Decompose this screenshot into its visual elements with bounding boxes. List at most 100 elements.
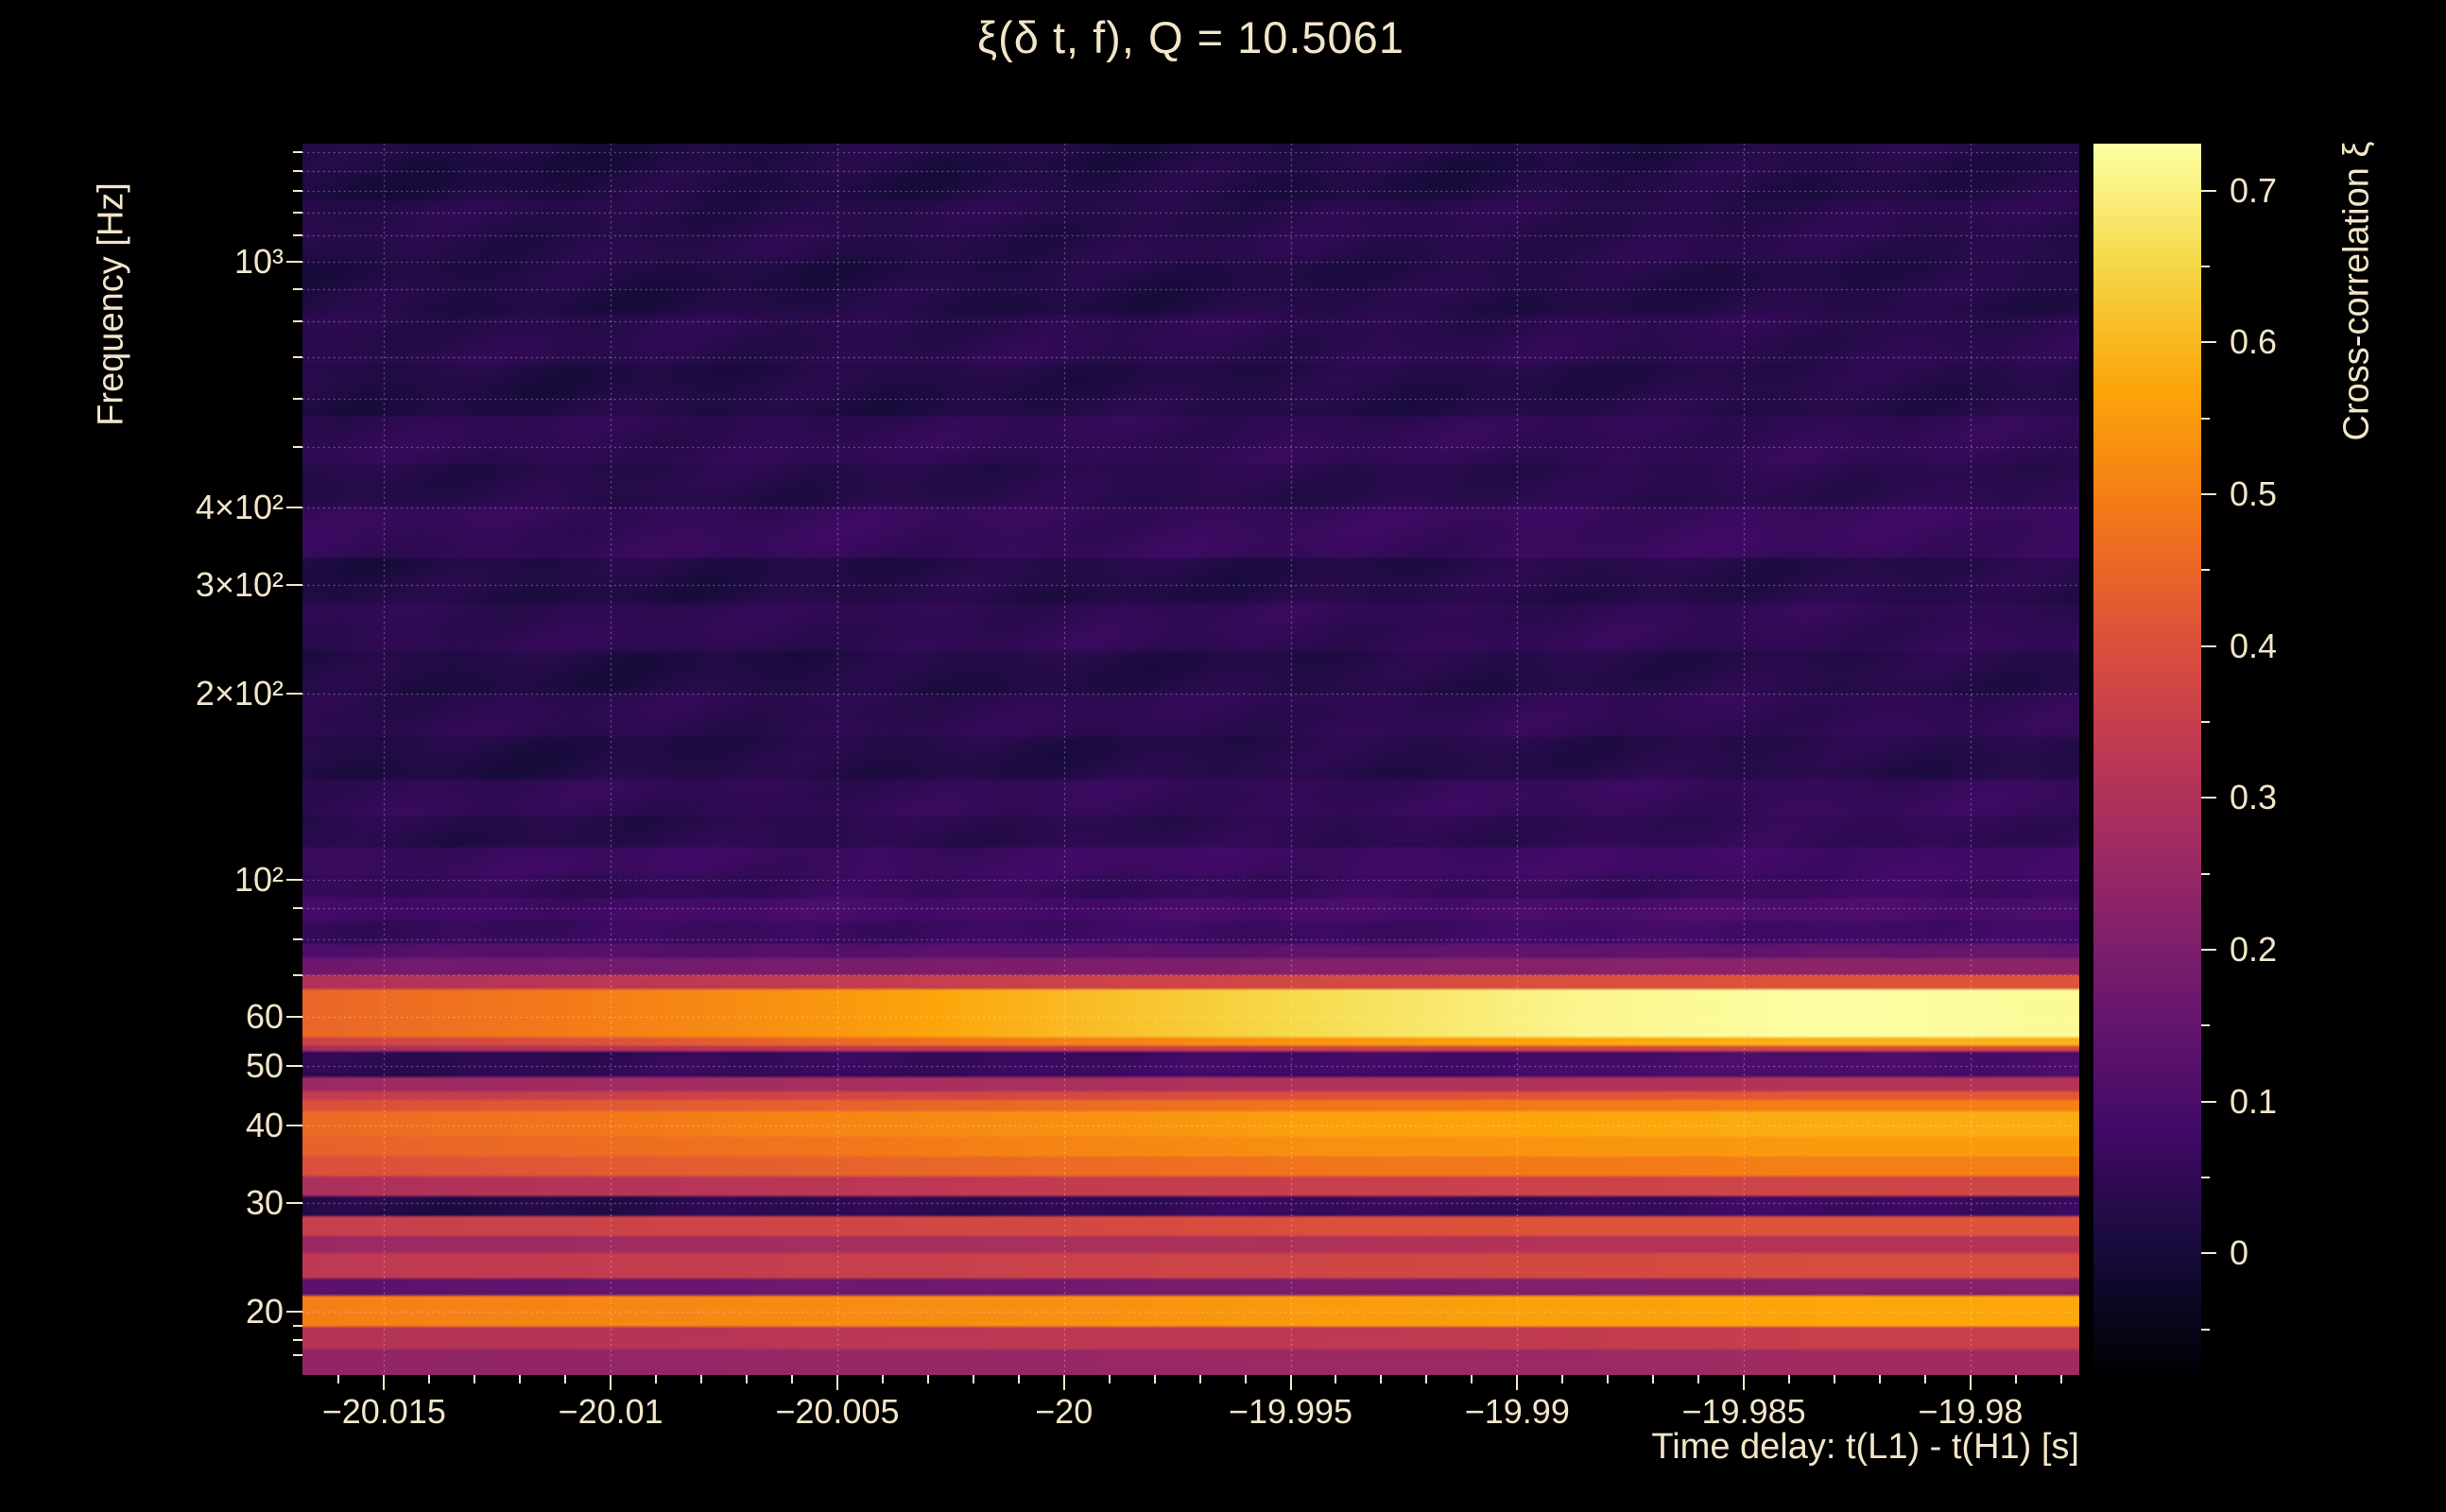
y-axis-minor-tick <box>293 1324 302 1327</box>
y-axis-major-tick <box>286 1201 302 1204</box>
y-axis-major-tick <box>286 506 302 508</box>
colorbar-minor-tick <box>2201 1177 2210 1179</box>
x-axis-minor-tick <box>1652 1375 1655 1383</box>
y-tick-label: 50 <box>245 1045 284 1085</box>
y-tick-label: 20 <box>245 1292 284 1332</box>
x-axis-minor-tick <box>926 1375 929 1383</box>
y-axis-major-tick <box>286 1064 302 1067</box>
colorbar-minor-tick <box>2201 721 2210 724</box>
x-axis-minor-tick <box>1923 1375 1926 1383</box>
x-axis-major-tick <box>1062 1375 1065 1390</box>
x-axis-minor-tick <box>1380 1375 1383 1383</box>
x-axis-minor-tick <box>1017 1375 1020 1383</box>
x-axis-major-tick <box>1516 1375 1519 1390</box>
x-axis-minor-tick <box>474 1375 476 1383</box>
y-tick-label: 10² <box>233 859 284 899</box>
y-axis-major-tick <box>286 878 302 881</box>
x-axis-major-tick <box>1743 1375 1746 1390</box>
colorbar-major-tick <box>2201 644 2216 647</box>
y-axis-major-tick <box>286 260 302 263</box>
y-tick-label: 30 <box>245 1182 284 1222</box>
x-axis-major-tick <box>1969 1375 1972 1390</box>
colorbar-minor-tick <box>2201 266 2210 268</box>
x-axis-minor-tick <box>1335 1375 1337 1383</box>
colorbar-tick-label: 0.5 <box>2230 474 2278 514</box>
x-axis-minor-tick <box>746 1375 748 1383</box>
y-axis-minor-tick <box>293 938 302 941</box>
x-axis-major-tick <box>1289 1375 1292 1390</box>
x-axis-minor-tick <box>700 1375 703 1383</box>
y-axis-minor-tick <box>293 1338 302 1341</box>
x-axis-major-tick <box>610 1375 612 1390</box>
x-axis-minor-tick <box>1788 1375 1791 1383</box>
x-axis-minor-tick <box>2059 1375 2062 1383</box>
y-axis-minor-tick <box>293 189 302 192</box>
x-tick-label: −19.99 <box>1464 1392 1570 1431</box>
y-axis-major-tick <box>286 1125 302 1127</box>
y-axis-minor-tick <box>293 397 302 400</box>
y-axis-minor-tick <box>293 288 302 291</box>
y-tick-label: 60 <box>245 996 284 1036</box>
colorbar-tick-label: 0.3 <box>2230 778 2278 817</box>
colorbar-tick-label: 0.6 <box>2230 322 2278 362</box>
x-axis-minor-tick <box>1607 1375 1610 1383</box>
x-axis-title: Time delay: t(L1) - t(H1) [s] <box>1651 1427 2079 1467</box>
heatmap-plot <box>302 144 2079 1375</box>
x-axis-minor-tick <box>1425 1375 1428 1383</box>
x-tick-label: −19.98 <box>1918 1392 2024 1431</box>
y-axis-major-tick <box>286 1311 302 1314</box>
x-tick-label: −20 <box>1035 1392 1094 1431</box>
colorbar-major-tick <box>2201 949 2216 952</box>
colorbar-tick-label: 0.7 <box>2230 170 2278 210</box>
colorbar-tick-label: 0 <box>2230 1233 2249 1273</box>
y-axis-minor-tick <box>293 446 302 449</box>
x-axis-minor-tick <box>2014 1375 2017 1383</box>
y-axis-minor-tick <box>293 906 302 909</box>
x-axis-minor-tick <box>337 1375 340 1383</box>
y-tick-label: 2×10² <box>195 673 284 713</box>
y-axis-minor-tick <box>293 974 302 977</box>
colorbar-major-tick <box>2201 797 2216 799</box>
x-axis-minor-tick <box>881 1375 884 1383</box>
y-axis-major-tick <box>286 1015 302 1018</box>
x-axis-minor-tick <box>972 1375 974 1383</box>
x-axis-minor-tick <box>1834 1375 1836 1383</box>
colorbar-tick-label: 0.2 <box>2230 930 2278 970</box>
colorbar-minor-tick <box>2201 1328 2210 1331</box>
x-axis-minor-tick <box>1108 1375 1111 1383</box>
x-axis-major-tick <box>835 1375 838 1390</box>
x-tick-label: −19.995 <box>1228 1392 1353 1431</box>
x-axis-minor-tick <box>519 1375 522 1383</box>
colorbar-title: Cross-correlation ξ <box>2336 141 2377 441</box>
colorbar-gradient <box>2093 144 2201 1375</box>
x-tick-label: −19.985 <box>1681 1392 1806 1431</box>
colorbar-tick-label: 0.4 <box>2230 626 2278 665</box>
x-axis-minor-tick <box>655 1375 658 1383</box>
x-axis-minor-tick <box>1153 1375 1156 1383</box>
colorbar-tick-label: 0.1 <box>2230 1081 2278 1121</box>
y-axis-minor-tick <box>293 1354 302 1357</box>
colorbar-major-tick <box>2201 189 2216 192</box>
y-tick-label: 4×10² <box>195 487 284 526</box>
x-tick-label: −20.015 <box>321 1392 446 1431</box>
chart-title: ξ(δ t, f), Q = 10.5061 <box>977 12 1404 62</box>
colorbar-minor-tick <box>2201 1024 2210 1027</box>
x-axis-minor-tick <box>1697 1375 1700 1383</box>
x-tick-label: −20.01 <box>558 1392 663 1431</box>
y-axis-minor-tick <box>293 169 302 172</box>
y-axis-title: Frequency [Hz] <box>91 182 131 426</box>
x-tick-label: −20.005 <box>775 1392 900 1431</box>
colorbar-minor-tick <box>2201 872 2210 875</box>
x-axis-minor-tick <box>1244 1375 1247 1383</box>
colorbar-major-tick <box>2201 1100 2216 1103</box>
y-axis-minor-tick <box>293 234 302 237</box>
y-axis-minor-tick <box>293 355 302 358</box>
colorbar-major-tick <box>2201 1252 2216 1255</box>
y-axis-major-tick <box>286 583 302 586</box>
x-axis-minor-tick <box>428 1375 431 1383</box>
y-axis-minor-tick <box>293 151 302 154</box>
x-axis-minor-tick <box>1198 1375 1201 1383</box>
x-axis-major-tick <box>383 1375 386 1390</box>
y-axis-minor-tick <box>293 319 302 322</box>
